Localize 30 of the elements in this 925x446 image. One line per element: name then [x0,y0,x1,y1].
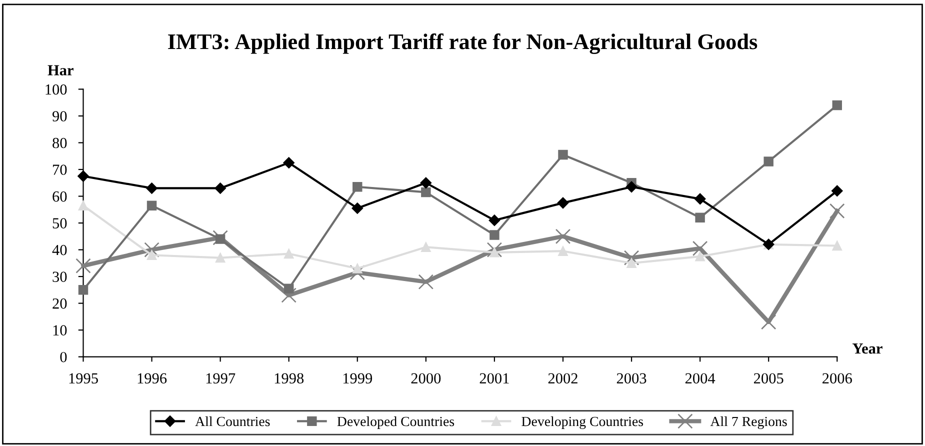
y-tick-label: 90 [52,111,67,122]
legend-label: Developed Countries [337,416,454,429]
legend-label: Developing Countries [522,416,644,430]
chart-title: IMT3: Applied Import Tariff rate for Non-Agricultural Goods [168,33,758,54]
y-tick-label: 100 [46,84,67,95]
x-tick-label: 1998 [274,373,304,384]
x-tick-label: 2004 [685,373,716,384]
x-tick-label: 2002 [548,373,578,384]
x-tick-label: 1995 [69,373,98,384]
y-tick-label: 0 [60,352,67,362]
x-tick-label: 1996 [138,373,167,384]
x-tick-label: 2005 [754,373,784,384]
x-tick-label: 2003 [616,373,646,384]
y-tick-label: 70 [53,164,67,175]
legend-label: All Countries [195,416,270,426]
x-tick-label: 2001 [480,373,509,384]
x-tick-label: 2006 [822,373,852,384]
y-tick-label: 40 [52,244,67,256]
x-axis-title: Year [852,344,882,354]
y-tick-label: 80 [52,138,67,148]
y-tick-label: 10 [53,325,67,336]
y-tick-label: 50 [52,218,67,228]
y-tick-label: 20 [52,298,67,309]
x-tick-label: 1999 [343,373,372,384]
legend-label: All 7 Regions [710,416,787,430]
y-axis-title: Har [48,65,74,76]
y-tick-label: 60 [52,191,67,202]
x-tick-label: 2000 [411,373,441,384]
y-tick-label: 30 [52,272,67,282]
x-tick-label: 1997 [206,373,236,384]
